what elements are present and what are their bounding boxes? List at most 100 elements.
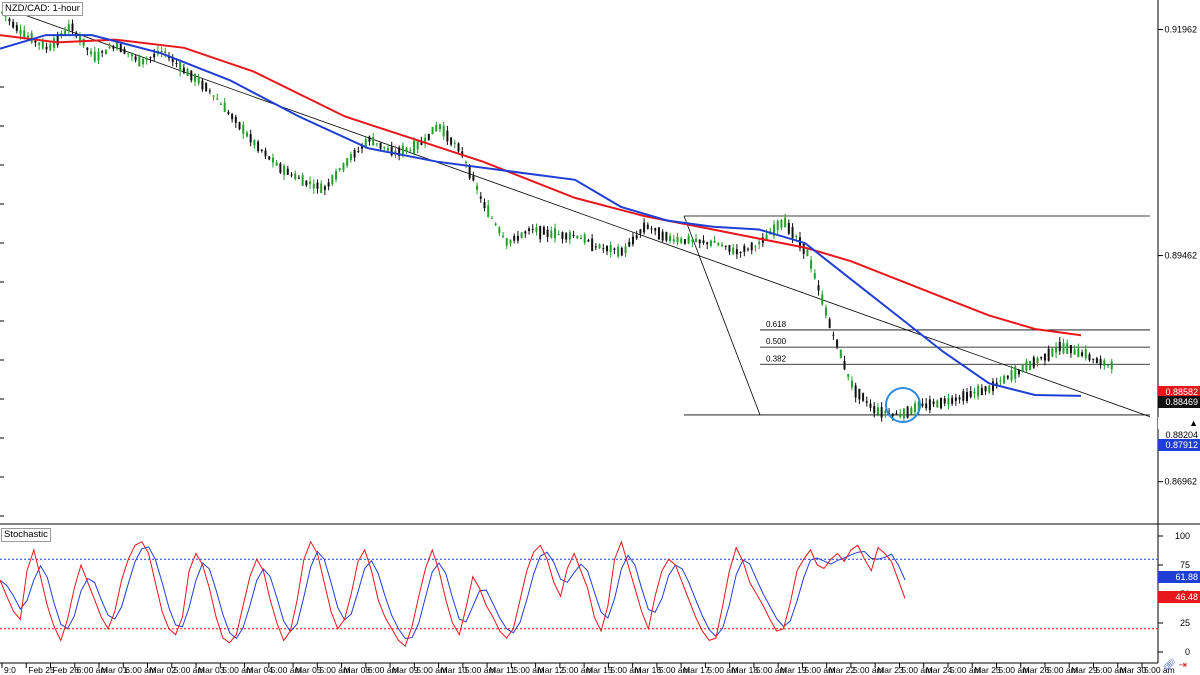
candle-body (275, 162, 278, 166)
price-tick-label: 0.86962 (1164, 477, 1197, 487)
candle-body (928, 399, 931, 411)
candle-body (71, 23, 74, 31)
candle-body (379, 142, 382, 149)
time-tick-label: 5:00 am (271, 665, 302, 675)
candle-body (698, 239, 701, 244)
candle-body (297, 177, 300, 179)
candle-body (494, 223, 497, 226)
candle-body (427, 133, 430, 140)
candle-body (683, 239, 686, 244)
fib-swing-line (683, 215, 761, 416)
candle-body (67, 24, 70, 31)
candle-body (349, 154, 352, 160)
time-tick-label: Mar 08 (344, 665, 371, 675)
candle-body (160, 50, 163, 53)
candle-body (591, 238, 594, 251)
candle-body (821, 294, 824, 305)
candle-body (271, 157, 274, 163)
candle-body (342, 163, 345, 171)
candle-body (1047, 348, 1050, 361)
time-tick-label: 6:00 am (77, 665, 108, 675)
candle-body (850, 380, 853, 388)
stochastic-tick-label: 25 (1180, 618, 1190, 628)
candle-body (490, 217, 493, 219)
candle-body (1066, 343, 1069, 354)
stochastic-k-line (0, 540, 906, 648)
candle-body (899, 413, 902, 417)
fib-level-label: 0.618 (766, 320, 787, 329)
candle-body (346, 158, 349, 166)
candle-body (461, 151, 464, 157)
time-tick-label: 5:00 am (901, 665, 932, 675)
candle-body (695, 238, 698, 242)
candle-body (936, 400, 939, 408)
candle-body (914, 403, 917, 413)
candle-body (323, 186, 326, 190)
candle-body (617, 246, 620, 257)
candle-body (862, 393, 865, 401)
candle-body (646, 224, 649, 229)
fib-level-label: 0.500 (766, 337, 787, 346)
candle-body (483, 202, 486, 209)
candle-body (1073, 349, 1076, 355)
candle-body (123, 48, 126, 54)
time-tick-label: 5:00 am (707, 665, 738, 675)
time-tick-label: Mar 03 (198, 665, 225, 675)
candle-body (824, 307, 827, 316)
candle-body (828, 319, 831, 328)
candle-body (134, 56, 137, 61)
time-tick-label: Mar 09 (392, 665, 419, 675)
price-tag: 0.87912 (1158, 439, 1200, 451)
candle-body (980, 388, 983, 396)
stochastic-tick-label: 100 (1175, 531, 1190, 541)
price-tick-label: 0.89462 (1164, 251, 1197, 261)
candle-body (765, 234, 768, 241)
candle-body (216, 98, 219, 100)
candle-body (680, 238, 683, 243)
candle-body (301, 175, 304, 186)
candle-body (902, 408, 905, 419)
candle-body (372, 136, 375, 146)
candle-body (565, 233, 568, 240)
candle-body (713, 241, 716, 243)
time-tick-label: Mar 29 (1071, 665, 1098, 675)
candle-body (520, 232, 523, 238)
candle-body (353, 150, 356, 158)
double-arrow-icon[interactable]: ⇥ (1178, 660, 1187, 671)
candle-body (509, 239, 512, 244)
candle-body (164, 51, 167, 53)
candle-body (702, 240, 705, 243)
candle-body (242, 124, 245, 134)
candle-body (724, 245, 727, 247)
candle-body (973, 391, 976, 394)
candle-body (1081, 352, 1084, 356)
candle-body (706, 242, 709, 245)
candle-body (41, 40, 44, 49)
time-tick-label: 9:0 (4, 665, 16, 675)
link-icon[interactable]: 🔗︎ (1163, 660, 1176, 671)
candle-body (602, 248, 605, 250)
candle-body (568, 232, 571, 240)
candle-body (665, 232, 668, 241)
candle-body (843, 360, 846, 370)
candle-body (795, 235, 798, 237)
candle-body (8, 18, 11, 22)
candle-body (476, 185, 479, 190)
candle-body (657, 227, 660, 240)
candle-body (190, 70, 193, 81)
candle-body (201, 80, 204, 90)
candle-body (142, 58, 145, 65)
candle-body (609, 244, 612, 253)
candle-body (1077, 348, 1080, 358)
time-tick-label: 5:00 am (659, 665, 690, 675)
candle-body (249, 133, 252, 143)
candle-body (1010, 370, 1013, 381)
candle-body (149, 57, 152, 59)
candle-body (631, 236, 634, 245)
stochastic-d-line (0, 546, 906, 640)
candle-body (650, 228, 653, 230)
candle-body (1043, 353, 1046, 361)
time-tick-label: Mar 12 (538, 665, 565, 675)
candle-body (1021, 364, 1024, 372)
time-tick-label: Feb 26 (53, 665, 80, 675)
